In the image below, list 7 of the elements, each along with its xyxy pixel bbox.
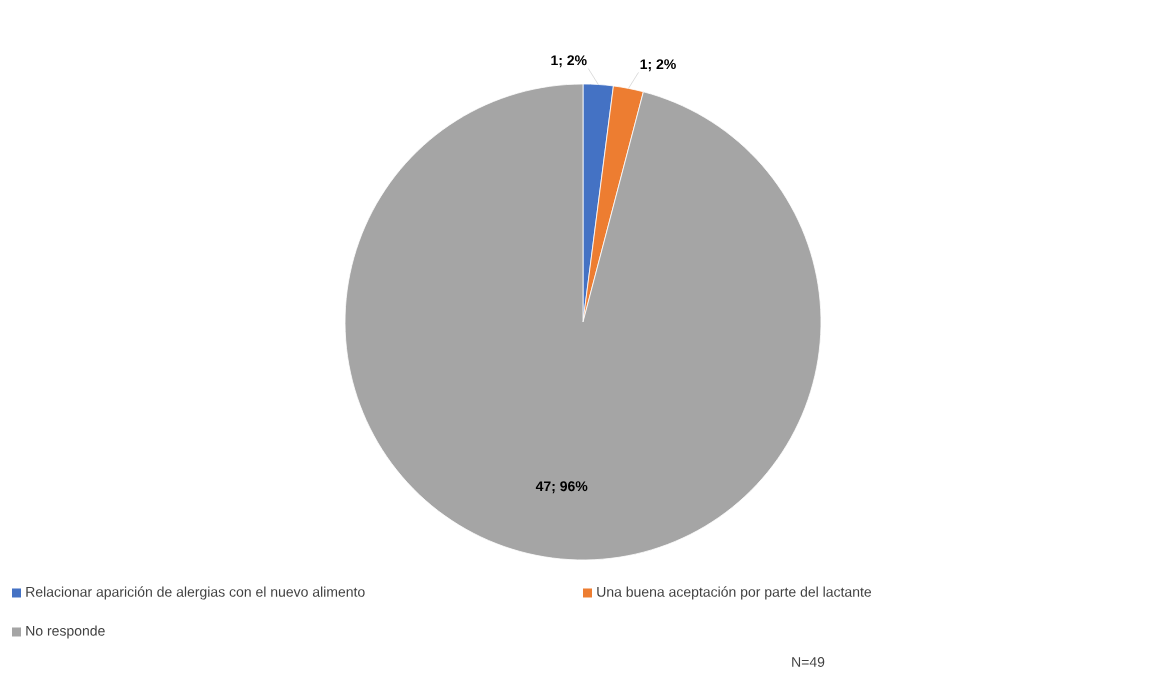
legend-label: Relacionar aparición de alergias con el nuevo alimento — [26, 586, 365, 600]
legend-label: Una buena aceptación por parte del lactante — [597, 586, 872, 600]
legend-label: No responde — [26, 625, 105, 639]
data-label: 1; 2% — [551, 55, 587, 68]
data-label: 1; 2% — [640, 59, 676, 72]
text: N=49 — [792, 657, 825, 667]
data-label: 47; 96% — [535, 481, 588, 494]
